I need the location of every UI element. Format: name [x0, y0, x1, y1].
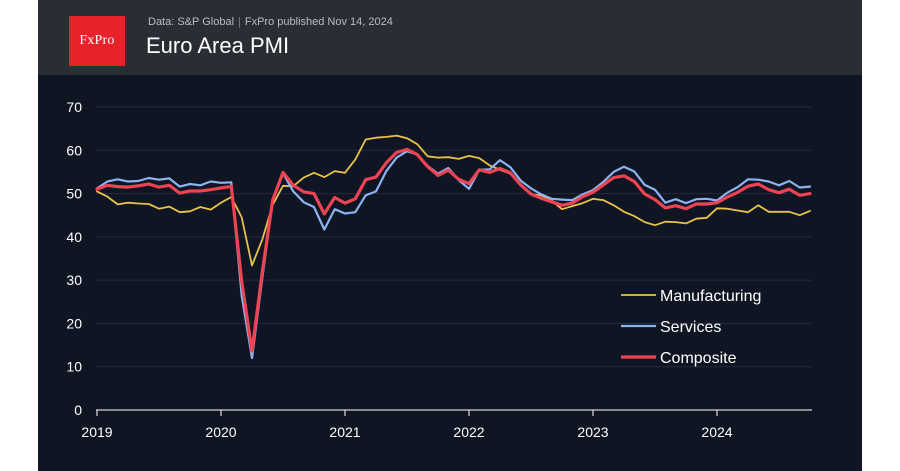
- meta-separator: |: [238, 16, 241, 28]
- published-date: FxPro published Nov 14, 2024: [244, 16, 393, 28]
- fxpro-logo: FxPro: [69, 16, 125, 66]
- legend-label: Manufacturing: [660, 288, 761, 305]
- x-tick-label: 2021: [329, 424, 360, 440]
- legend-label: Composite: [660, 350, 737, 367]
- x-tick-label: 2023: [577, 424, 608, 440]
- header-bar: FxPro Data: S&P Global | FxPro published N…: [38, 0, 862, 75]
- legend-item-manufacturing: Manufacturing: [621, 288, 761, 305]
- x-tick-label: 2019: [81, 424, 112, 440]
- legend-item-composite: Composite: [621, 350, 737, 367]
- y-tick-label: 20: [66, 315, 82, 331]
- y-tick-label: 70: [66, 99, 82, 115]
- y-tick-label: 30: [66, 272, 82, 288]
- x-tick-label: 2020: [205, 424, 236, 440]
- chart-title: Euro Area PMI: [146, 33, 290, 58]
- source-line: Data: S&P Global | FxPro published Nov 14,…: [148, 16, 393, 28]
- y-axis: 0 10 20 30 40 50 60 70: [66, 99, 82, 418]
- series-line-composite: [95, 147, 812, 353]
- legend: Manufacturing Services Composite: [621, 288, 761, 367]
- y-tick-label: 60: [66, 142, 82, 158]
- y-tick-label: 50: [66, 186, 82, 202]
- data-source: Data: S&P Global: [148, 16, 235, 28]
- x-axis: 2019 2020 2021 2022 2023 2024: [81, 409, 812, 440]
- legend-label: Services: [660, 319, 721, 336]
- legend-item-services: Services: [621, 319, 721, 336]
- x-tick-label: 2022: [453, 424, 484, 440]
- series-lines: [95, 134, 812, 360]
- y-tick-label: 10: [66, 359, 82, 375]
- x-tick-label: 2024: [701, 424, 732, 440]
- y-tick-label: 40: [66, 229, 82, 245]
- chart-card: FxPro Data: S&P Global | FxPro published N…: [38, 0, 862, 471]
- y-tick-label: 0: [74, 402, 82, 418]
- series-line-manufacturing: [96, 134, 811, 267]
